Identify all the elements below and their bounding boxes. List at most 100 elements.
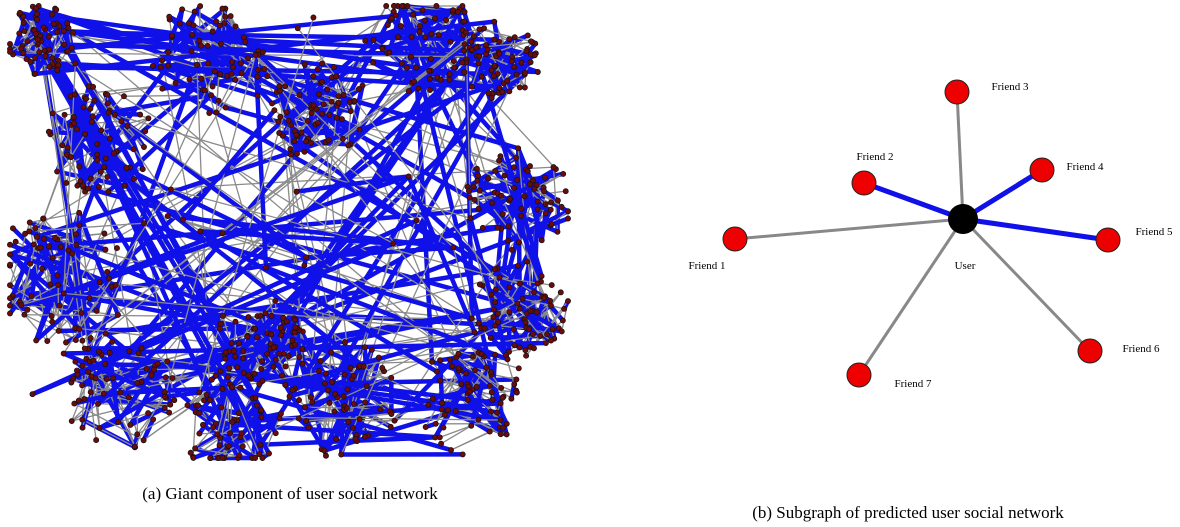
node xyxy=(64,20,71,27)
node xyxy=(79,182,86,189)
friend-node xyxy=(851,170,877,196)
node xyxy=(474,177,481,184)
node xyxy=(34,36,41,43)
node xyxy=(104,91,111,98)
node xyxy=(485,175,492,182)
node xyxy=(356,416,363,423)
node xyxy=(83,95,90,102)
nodes xyxy=(7,3,571,461)
node xyxy=(321,447,328,454)
weak-edge xyxy=(63,63,76,294)
weak-edge xyxy=(164,54,257,397)
node xyxy=(216,325,223,332)
node xyxy=(49,254,56,261)
node xyxy=(60,350,67,357)
weak-edge xyxy=(296,191,394,244)
node xyxy=(399,3,406,9)
node xyxy=(39,265,45,272)
node xyxy=(148,372,155,379)
weak-edge xyxy=(255,54,454,249)
node xyxy=(548,302,554,309)
node xyxy=(516,239,522,246)
weak-edge xyxy=(533,300,551,349)
node xyxy=(29,391,36,398)
node xyxy=(432,420,439,427)
node xyxy=(468,38,475,45)
node xyxy=(65,247,72,254)
node xyxy=(36,49,43,56)
node xyxy=(104,100,111,107)
node xyxy=(54,29,61,36)
node xyxy=(511,34,518,41)
node xyxy=(205,60,212,67)
weak-edge xyxy=(516,179,562,208)
node xyxy=(439,400,446,407)
node xyxy=(46,33,52,40)
weak-edge xyxy=(479,190,520,243)
node xyxy=(252,455,259,461)
strong-edge xyxy=(254,371,501,406)
strong-edge xyxy=(98,420,119,431)
node xyxy=(461,9,468,15)
node xyxy=(473,165,480,172)
node xyxy=(487,334,494,341)
node xyxy=(252,394,259,401)
strong-edge xyxy=(406,175,477,334)
node xyxy=(531,185,538,192)
node xyxy=(504,356,511,363)
node xyxy=(110,150,117,157)
node xyxy=(299,346,306,352)
node xyxy=(207,397,213,403)
node xyxy=(201,397,207,404)
node xyxy=(213,18,220,25)
node xyxy=(529,331,536,338)
node xyxy=(61,41,68,48)
node xyxy=(44,338,51,344)
node-label: Friend 6 xyxy=(1123,343,1160,355)
node xyxy=(216,442,223,449)
node xyxy=(168,32,175,39)
node xyxy=(76,222,83,229)
weak-edge xyxy=(82,419,136,448)
node xyxy=(145,115,152,122)
node xyxy=(305,424,312,431)
strong-edge xyxy=(95,152,366,369)
node xyxy=(121,93,127,100)
node xyxy=(463,370,470,377)
node xyxy=(433,368,440,375)
node xyxy=(454,8,461,15)
node xyxy=(333,436,340,443)
node xyxy=(461,18,468,25)
node xyxy=(534,206,541,213)
node xyxy=(287,146,294,152)
node xyxy=(268,331,275,338)
weak-edge xyxy=(340,50,528,455)
weak-edge xyxy=(469,391,502,421)
node xyxy=(259,455,266,461)
node xyxy=(193,61,200,68)
node xyxy=(65,48,72,55)
node xyxy=(162,374,169,381)
node xyxy=(282,363,289,370)
node xyxy=(33,16,40,23)
weak-edge xyxy=(63,292,475,333)
node xyxy=(416,29,423,36)
node xyxy=(421,17,428,24)
node xyxy=(110,375,116,382)
node xyxy=(310,102,317,109)
node xyxy=(252,52,259,58)
strong-edge xyxy=(36,78,508,239)
weak-edge xyxy=(29,222,145,233)
node xyxy=(508,58,515,65)
node xyxy=(87,335,94,342)
node xyxy=(450,244,457,251)
node xyxy=(166,409,173,416)
node xyxy=(33,11,40,18)
node xyxy=(55,57,62,64)
node xyxy=(220,313,226,319)
node xyxy=(558,203,565,210)
node xyxy=(506,348,512,355)
node xyxy=(295,415,302,422)
node xyxy=(309,399,316,405)
node xyxy=(408,53,414,60)
